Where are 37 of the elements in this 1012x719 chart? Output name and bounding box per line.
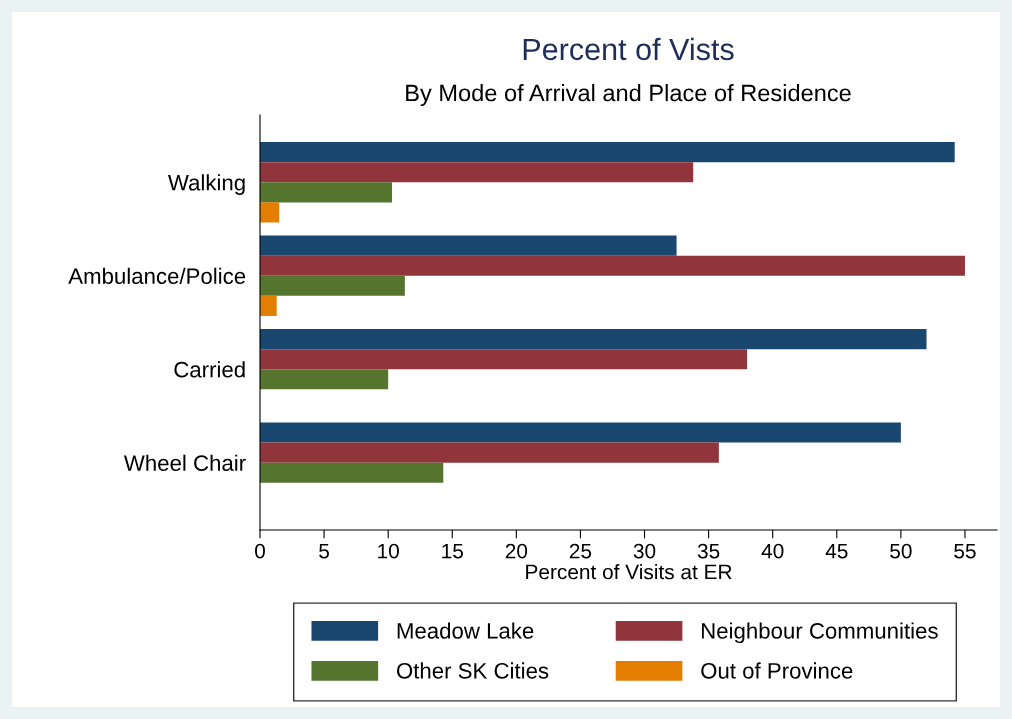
chart-subtitle: By Mode of Arrival and Place of Residence — [406, 84, 851, 107]
x-tick-label: 30 — [633, 543, 656, 559]
bar — [260, 369, 389, 390]
x-tick-label: 40 — [761, 543, 784, 559]
bar — [260, 142, 955, 163]
x-tick-label: 45 — [825, 543, 848, 559]
x-axis-title: Percent of Visits at ER — [526, 564, 732, 580]
legend-label: Out of Province — [701, 662, 853, 679]
x-tick-label: 20 — [505, 543, 528, 559]
bar — [260, 202, 280, 223]
x-tick-label: 35 — [697, 543, 720, 559]
bar — [260, 329, 927, 350]
legend-label: Neighbour Communities — [701, 622, 938, 644]
y-tick-label: Walking — [168, 174, 245, 195]
bar — [260, 235, 677, 256]
bar — [260, 349, 748, 370]
y-tick-label: Carried — [174, 361, 245, 378]
y-tick-label: Ambulance/Police — [68, 267, 246, 285]
x-tick-label: 0 — [255, 543, 265, 559]
bar — [260, 442, 719, 463]
x-tick-label: 15 — [442, 543, 463, 559]
y-tick-label: Wheel Chair — [123, 454, 246, 471]
bar — [260, 295, 277, 316]
x-tick-label: 50 — [890, 543, 912, 559]
bar — [260, 255, 965, 276]
bar — [260, 182, 393, 203]
x-tick-label: 10 — [378, 543, 399, 559]
bar — [260, 162, 694, 183]
chart-title: Percent of Vists — [523, 37, 734, 61]
x-tick-label: 25 — [569, 543, 592, 559]
legend-label: Other SK Cities — [396, 662, 549, 679]
bar — [260, 462, 444, 483]
legend-label: Meadow Lake — [397, 622, 534, 639]
bar — [260, 422, 901, 443]
bar — [260, 275, 405, 296]
x-tick-label: 5 — [319, 543, 330, 559]
x-tick-label: 55 — [954, 543, 976, 559]
